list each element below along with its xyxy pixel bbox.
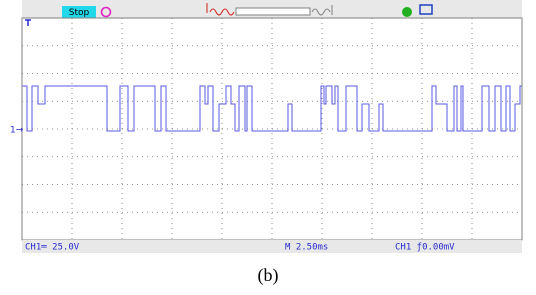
scope-screenshot: Stop 1→ CH1═ 25.0V M 2.50ms CH1 ƒ0.00mV … xyxy=(0,0,536,295)
run-state: Stop xyxy=(69,8,90,18)
timebase: M 2.50ms xyxy=(285,243,328,253)
ch1-scale: CH1═ 25.0V xyxy=(25,243,80,253)
memory-bar xyxy=(236,8,310,15)
usb-icon xyxy=(402,7,412,17)
trigger-level: CH1 ƒ0.00mV xyxy=(395,243,455,253)
ch1-marker: 1→ xyxy=(10,126,24,136)
caption: (b) xyxy=(258,265,279,286)
page: {"status": {"run_state": "Stop"}, "reado… xyxy=(0,0,536,295)
